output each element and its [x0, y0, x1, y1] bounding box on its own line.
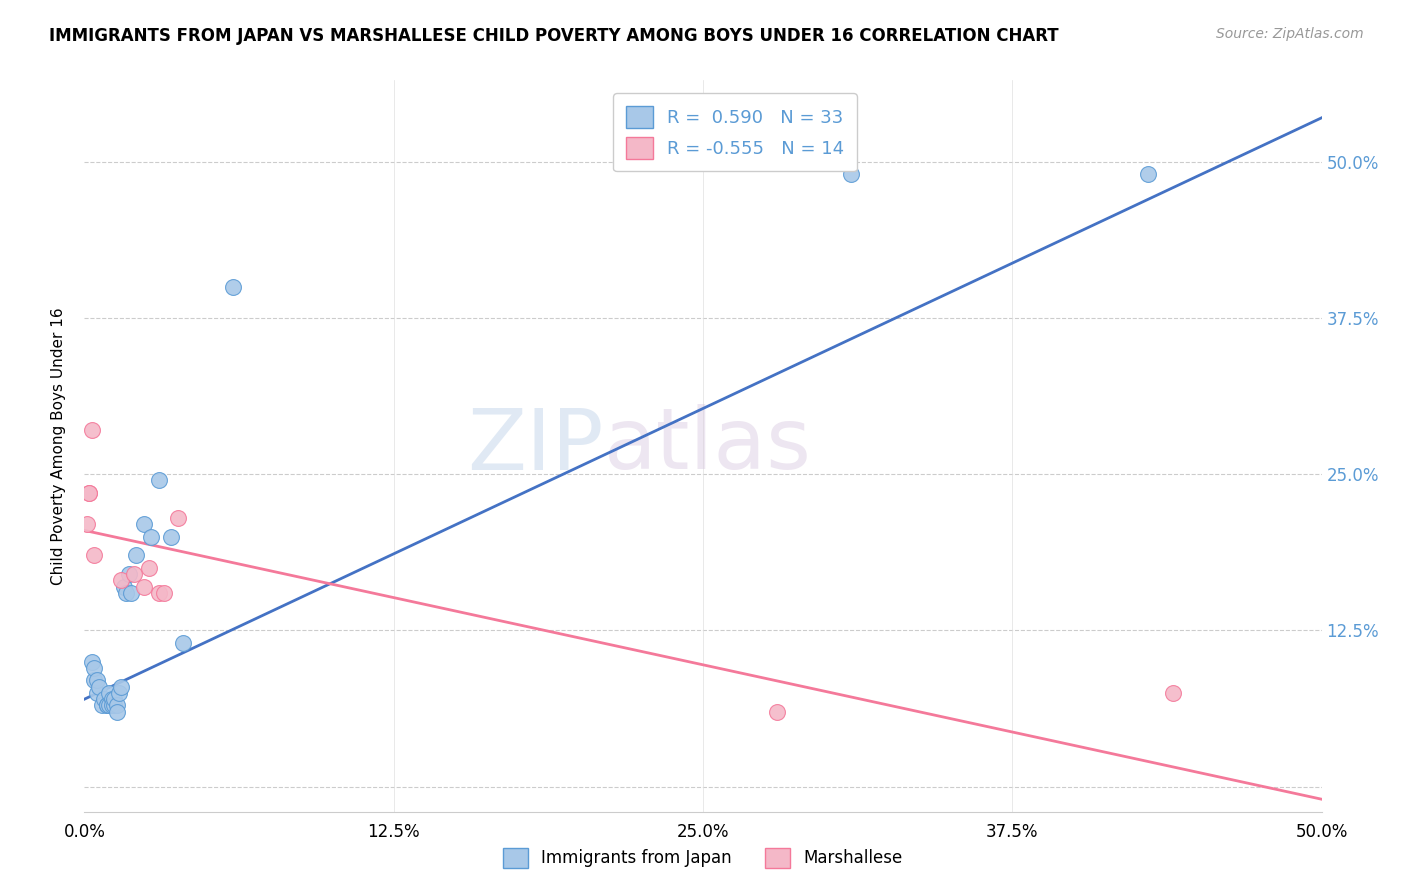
Text: ZIP: ZIP: [468, 404, 605, 488]
Point: [79, 486, 101, 500]
Point: [138, 561, 160, 575]
Point: [79, 486, 101, 500]
Point: [96, 698, 118, 713]
Point: [98, 698, 121, 713]
Point: [98, 686, 121, 700]
Point: [125, 549, 148, 563]
Point: [83, 673, 105, 688]
Point: [103, 692, 125, 706]
Point: [1161, 686, 1184, 700]
Point: [90, 698, 112, 713]
Point: [122, 567, 145, 582]
Point: [118, 567, 141, 582]
Point: [167, 511, 190, 525]
Point: [766, 705, 789, 719]
Y-axis label: Child Poverty Among Boys Under 16: Child Poverty Among Boys Under 16: [51, 307, 66, 585]
Point: [110, 680, 132, 694]
Point: [105, 698, 128, 713]
Point: [132, 517, 155, 532]
Text: atlas: atlas: [605, 404, 813, 488]
Point: [105, 705, 128, 719]
Point: [100, 692, 122, 706]
Point: [132, 580, 155, 594]
Text: Source: ZipAtlas.com: Source: ZipAtlas.com: [1216, 27, 1364, 41]
Point: [222, 279, 245, 293]
Point: [141, 530, 163, 544]
Point: [100, 698, 122, 713]
Point: [120, 586, 142, 600]
Point: [148, 474, 170, 488]
Point: [86, 686, 108, 700]
Point: [93, 692, 115, 706]
Point: [86, 673, 108, 688]
Point: [89, 680, 111, 694]
Point: [108, 686, 131, 700]
Point: [172, 636, 194, 650]
Point: [115, 586, 138, 600]
Point: [76, 517, 98, 532]
Legend: R =  0.590   N = 33, R = -0.555   N = 14: R = 0.590 N = 33, R = -0.555 N = 14: [613, 93, 858, 171]
Legend: Immigrants from Japan, Marshallese: Immigrants from Japan, Marshallese: [496, 841, 910, 875]
Point: [80, 655, 103, 669]
Point: [80, 423, 103, 437]
Point: [96, 698, 118, 713]
Point: [83, 661, 105, 675]
Point: [110, 574, 132, 588]
Point: [160, 530, 183, 544]
Point: [103, 698, 125, 713]
Point: [112, 580, 135, 594]
Point: [1137, 167, 1160, 181]
Point: [152, 586, 174, 600]
Point: [148, 586, 170, 600]
Text: IMMIGRANTS FROM JAPAN VS MARSHALLESE CHILD POVERTY AMONG BOYS UNDER 16 CORRELATI: IMMIGRANTS FROM JAPAN VS MARSHALLESE CHI…: [49, 27, 1059, 45]
Point: [83, 549, 105, 563]
Point: [841, 167, 863, 181]
